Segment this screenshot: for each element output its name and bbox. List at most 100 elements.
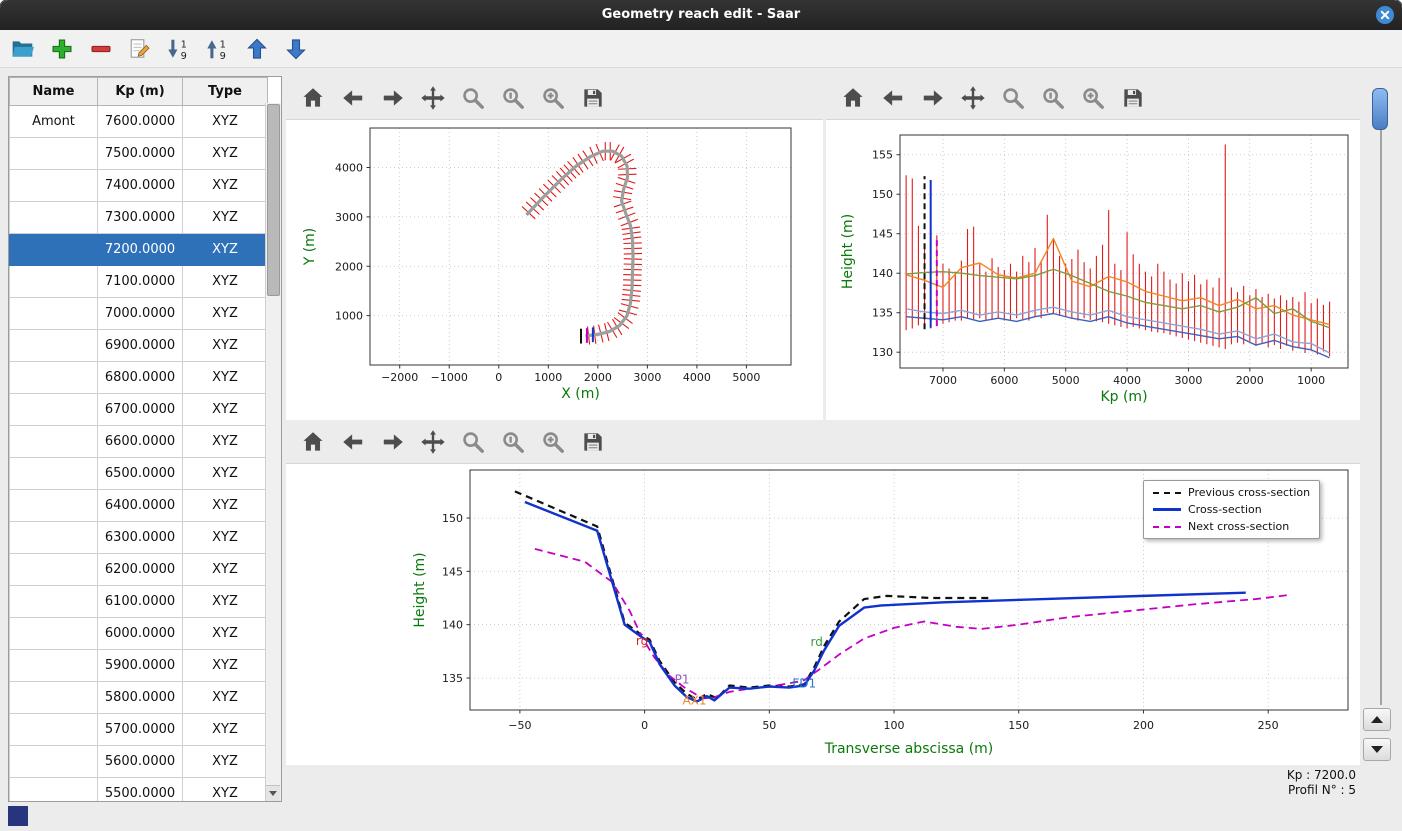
- plan-view-figure[interactable]: −2000 −1000 0 1000 2000 3000 4000 5000 1000 2000 3…: [286, 120, 823, 420]
- close-button[interactable]: [1375, 5, 1395, 25]
- cell-name[interactable]: [9, 553, 98, 586]
- back-button[interactable]: [879, 84, 907, 112]
- cell-type[interactable]: XYZ: [182, 617, 268, 650]
- cell-name[interactable]: [9, 681, 98, 714]
- table-row[interactable]: 6200.0000 XYZ: [9, 553, 268, 586]
- table-row[interactable]: 5600.0000 XYZ: [9, 745, 268, 778]
- cell-kp[interactable]: 6700.0000: [97, 393, 183, 426]
- cell-type[interactable]: XYZ: [182, 265, 268, 298]
- cell-type[interactable]: XYZ: [182, 233, 268, 266]
- cell-name[interactable]: [9, 585, 98, 618]
- cell-kp[interactable]: 7200.0000: [97, 233, 183, 266]
- cell-name[interactable]: Amont: [9, 105, 98, 138]
- cell-name[interactable]: [9, 777, 98, 801]
- table-row[interactable]: 7200.0000 XYZ: [9, 233, 268, 266]
- cell-name[interactable]: [9, 425, 98, 458]
- table-row[interactable]: 6700.0000 XYZ: [9, 393, 268, 426]
- cell-type[interactable]: XYZ: [182, 681, 268, 714]
- forward-button[interactable]: [919, 84, 947, 112]
- zoom-button[interactable]: [459, 84, 487, 112]
- cell-kp[interactable]: 5500.0000: [97, 777, 183, 801]
- back-button[interactable]: [339, 428, 367, 456]
- cell-type[interactable]: XYZ: [182, 201, 268, 234]
- table-row[interactable]: 7000.0000 XYZ: [9, 297, 268, 330]
- zoom-button[interactable]: [999, 84, 1027, 112]
- table-row[interactable]: 6900.0000 XYZ: [9, 329, 268, 362]
- zoom-info-button[interactable]: [499, 84, 527, 112]
- cell-kp[interactable]: 6400.0000: [97, 489, 183, 522]
- table-row[interactable]: 7300.0000 XYZ: [9, 201, 268, 234]
- zoom-slider-track[interactable]: [1380, 88, 1382, 705]
- profile-up-button[interactable]: [1363, 708, 1391, 731]
- profile-down-button[interactable]: [1363, 738, 1391, 761]
- cell-name[interactable]: [9, 457, 98, 490]
- cell-type[interactable]: XYZ: [182, 777, 268, 801]
- cell-name[interactable]: [9, 297, 98, 330]
- add-button[interactable]: [49, 35, 77, 63]
- cell-name[interactable]: [9, 361, 98, 394]
- home-button[interactable]: [299, 84, 327, 112]
- cell-name[interactable]: [9, 265, 98, 298]
- pan-button[interactable]: [419, 428, 447, 456]
- cell-name[interactable]: [9, 649, 98, 682]
- table-row[interactable]: 6400.0000 XYZ: [9, 489, 268, 522]
- cell-type[interactable]: XYZ: [182, 553, 268, 586]
- cell-name[interactable]: [9, 489, 98, 522]
- home-button[interactable]: [839, 84, 867, 112]
- table-row[interactable]: 6100.0000 XYZ: [9, 585, 268, 618]
- cell-type[interactable]: XYZ: [182, 393, 268, 426]
- save-button[interactable]: [1119, 84, 1147, 112]
- zoom-slider-thumb[interactable]: [1372, 88, 1388, 130]
- zoom-info-button[interactable]: [1039, 84, 1067, 112]
- forward-button[interactable]: [379, 428, 407, 456]
- cell-kp[interactable]: 7100.0000: [97, 265, 183, 298]
- table-row[interactable]: 5900.0000 XYZ: [9, 649, 268, 682]
- cell-type[interactable]: XYZ: [182, 521, 268, 554]
- cell-kp[interactable]: 7300.0000: [97, 201, 183, 234]
- cell-type[interactable]: XYZ: [182, 137, 268, 170]
- cell-kp[interactable]: 6900.0000: [97, 329, 183, 362]
- pan-button[interactable]: [959, 84, 987, 112]
- table-row[interactable]: 6600.0000 XYZ: [9, 425, 268, 458]
- cell-name[interactable]: [9, 713, 98, 746]
- table-row[interactable]: 7500.0000 XYZ: [9, 137, 268, 170]
- cell-kp[interactable]: 6200.0000: [97, 553, 183, 586]
- pan-button[interactable]: [419, 84, 447, 112]
- move-down-button[interactable]: [283, 35, 311, 63]
- back-button[interactable]: [339, 84, 367, 112]
- cross-section-figure[interactable]: −50 0 50 100 150 200 250 135 140 145 150 Transverse…: [286, 464, 1360, 765]
- cell-name[interactable]: [9, 137, 98, 170]
- edit-button[interactable]: [127, 35, 155, 63]
- cell-kp[interactable]: 6500.0000: [97, 457, 183, 490]
- move-up-button[interactable]: [244, 35, 272, 63]
- cell-type[interactable]: XYZ: [182, 425, 268, 458]
- longitudinal-profile-canvas[interactable]: 7000 6000 5000 4000 3000 2000 1000 130 135 140 145…: [826, 120, 1360, 420]
- cell-type[interactable]: XYZ: [182, 745, 268, 778]
- table-row[interactable]: 6000.0000 XYZ: [9, 617, 268, 650]
- remove-button[interactable]: [88, 35, 116, 63]
- table-row[interactable]: Amont 7600.0000 XYZ: [9, 105, 268, 138]
- cell-type[interactable]: XYZ: [182, 105, 268, 138]
- cell-kp[interactable]: 6300.0000: [97, 521, 183, 554]
- cell-kp[interactable]: 7400.0000: [97, 169, 183, 202]
- table-row[interactable]: 6500.0000 XYZ: [9, 457, 268, 490]
- zoom-info-button[interactable]: [499, 428, 527, 456]
- cell-name[interactable]: [9, 329, 98, 362]
- cell-kp[interactable]: 5900.0000: [97, 649, 183, 682]
- cell-kp[interactable]: 5600.0000: [97, 745, 183, 778]
- cell-type[interactable]: XYZ: [182, 489, 268, 522]
- zoom-button[interactable]: [459, 428, 487, 456]
- cell-name[interactable]: [9, 617, 98, 650]
- table-row[interactable]: 5800.0000 XYZ: [9, 681, 268, 714]
- plan-view-canvas[interactable]: −2000 −1000 0 1000 2000 3000 4000 5000 1000 2000 3…: [286, 120, 823, 420]
- table-row[interactable]: 6300.0000 XYZ: [9, 521, 268, 554]
- cell-kp[interactable]: 7500.0000: [97, 137, 183, 170]
- cell-kp[interactable]: 6800.0000: [97, 361, 183, 394]
- cross-section-canvas[interactable]: −50 0 50 100 150 200 250 135 140 145 150 Transverse…: [286, 464, 1360, 765]
- cell-type[interactable]: XYZ: [182, 457, 268, 490]
- cell-type[interactable]: XYZ: [182, 329, 268, 362]
- cell-name[interactable]: [9, 169, 98, 202]
- cell-kp[interactable]: 5700.0000: [97, 713, 183, 746]
